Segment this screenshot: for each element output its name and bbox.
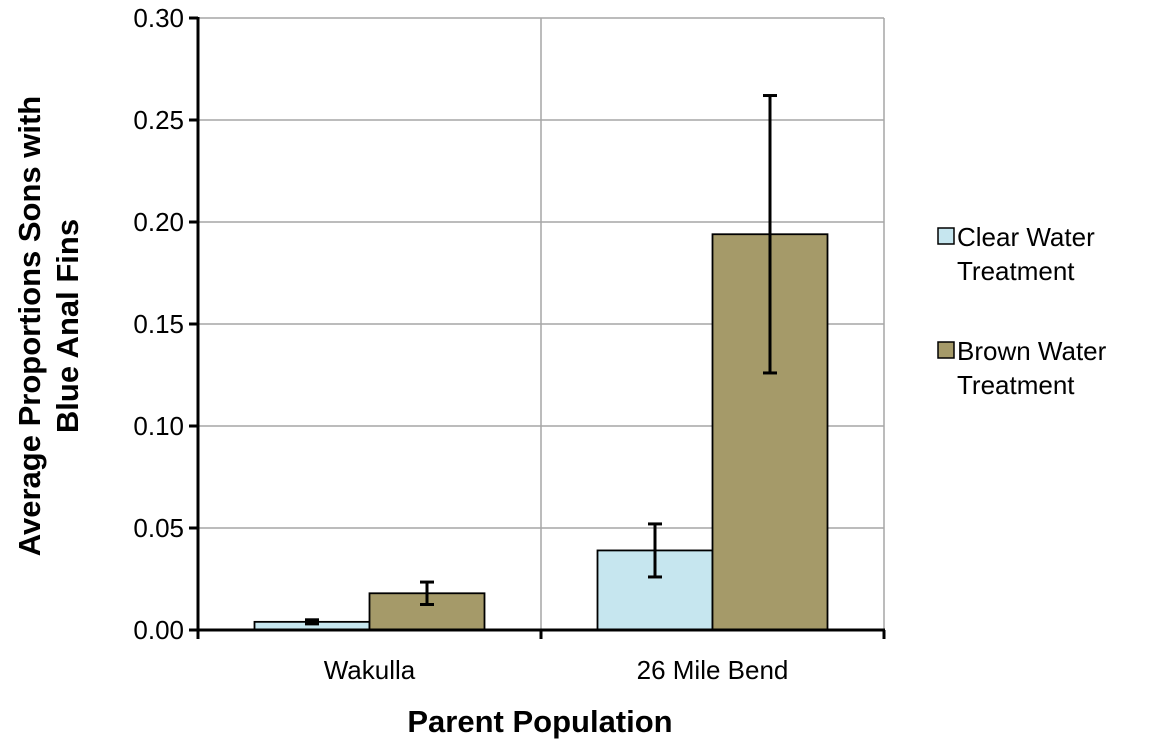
legend-label: Treatment xyxy=(957,370,1075,400)
tick-labels: 0.00 0.05 0.10 0.15 0.20 0.25 0.30 Wakulla 26 Mi… xyxy=(133,3,788,685)
legend-swatch xyxy=(937,227,955,245)
y-axis-title: Average Proportions Sons with Blue Anal … xyxy=(12,96,85,556)
y-axis-title-line-2: Blue Anal Fins xyxy=(50,219,85,433)
y-tick-label: 0.10 xyxy=(133,411,184,441)
legend-label: Treatment xyxy=(957,256,1075,286)
y-axis-title-line-1: Average Proportions Sons with xyxy=(12,96,47,556)
axes xyxy=(189,16,886,639)
error-bars xyxy=(305,94,777,626)
x-tick-label: 26 Mile Bend xyxy=(637,655,789,685)
y-tick-label: 0.05 xyxy=(133,513,184,543)
y-tick-label: 0.25 xyxy=(133,105,184,135)
y-tick-label: 0.30 xyxy=(133,3,184,33)
x-axis-title: Parent Population xyxy=(407,704,672,739)
x-tick-label: Wakulla xyxy=(324,655,416,685)
legend-label: Clear Water xyxy=(957,222,1095,252)
legend: Clear Water Treatment Brown Water Treatment xyxy=(937,222,1107,400)
legend-label: Brown Water xyxy=(957,336,1107,366)
y-tick-label: 0.20 xyxy=(133,207,184,237)
y-tick-label: 0.15 xyxy=(133,309,184,339)
legend-swatch xyxy=(937,341,955,359)
y-tick-label: 0.00 xyxy=(133,615,184,645)
grid-lines xyxy=(198,17,885,630)
